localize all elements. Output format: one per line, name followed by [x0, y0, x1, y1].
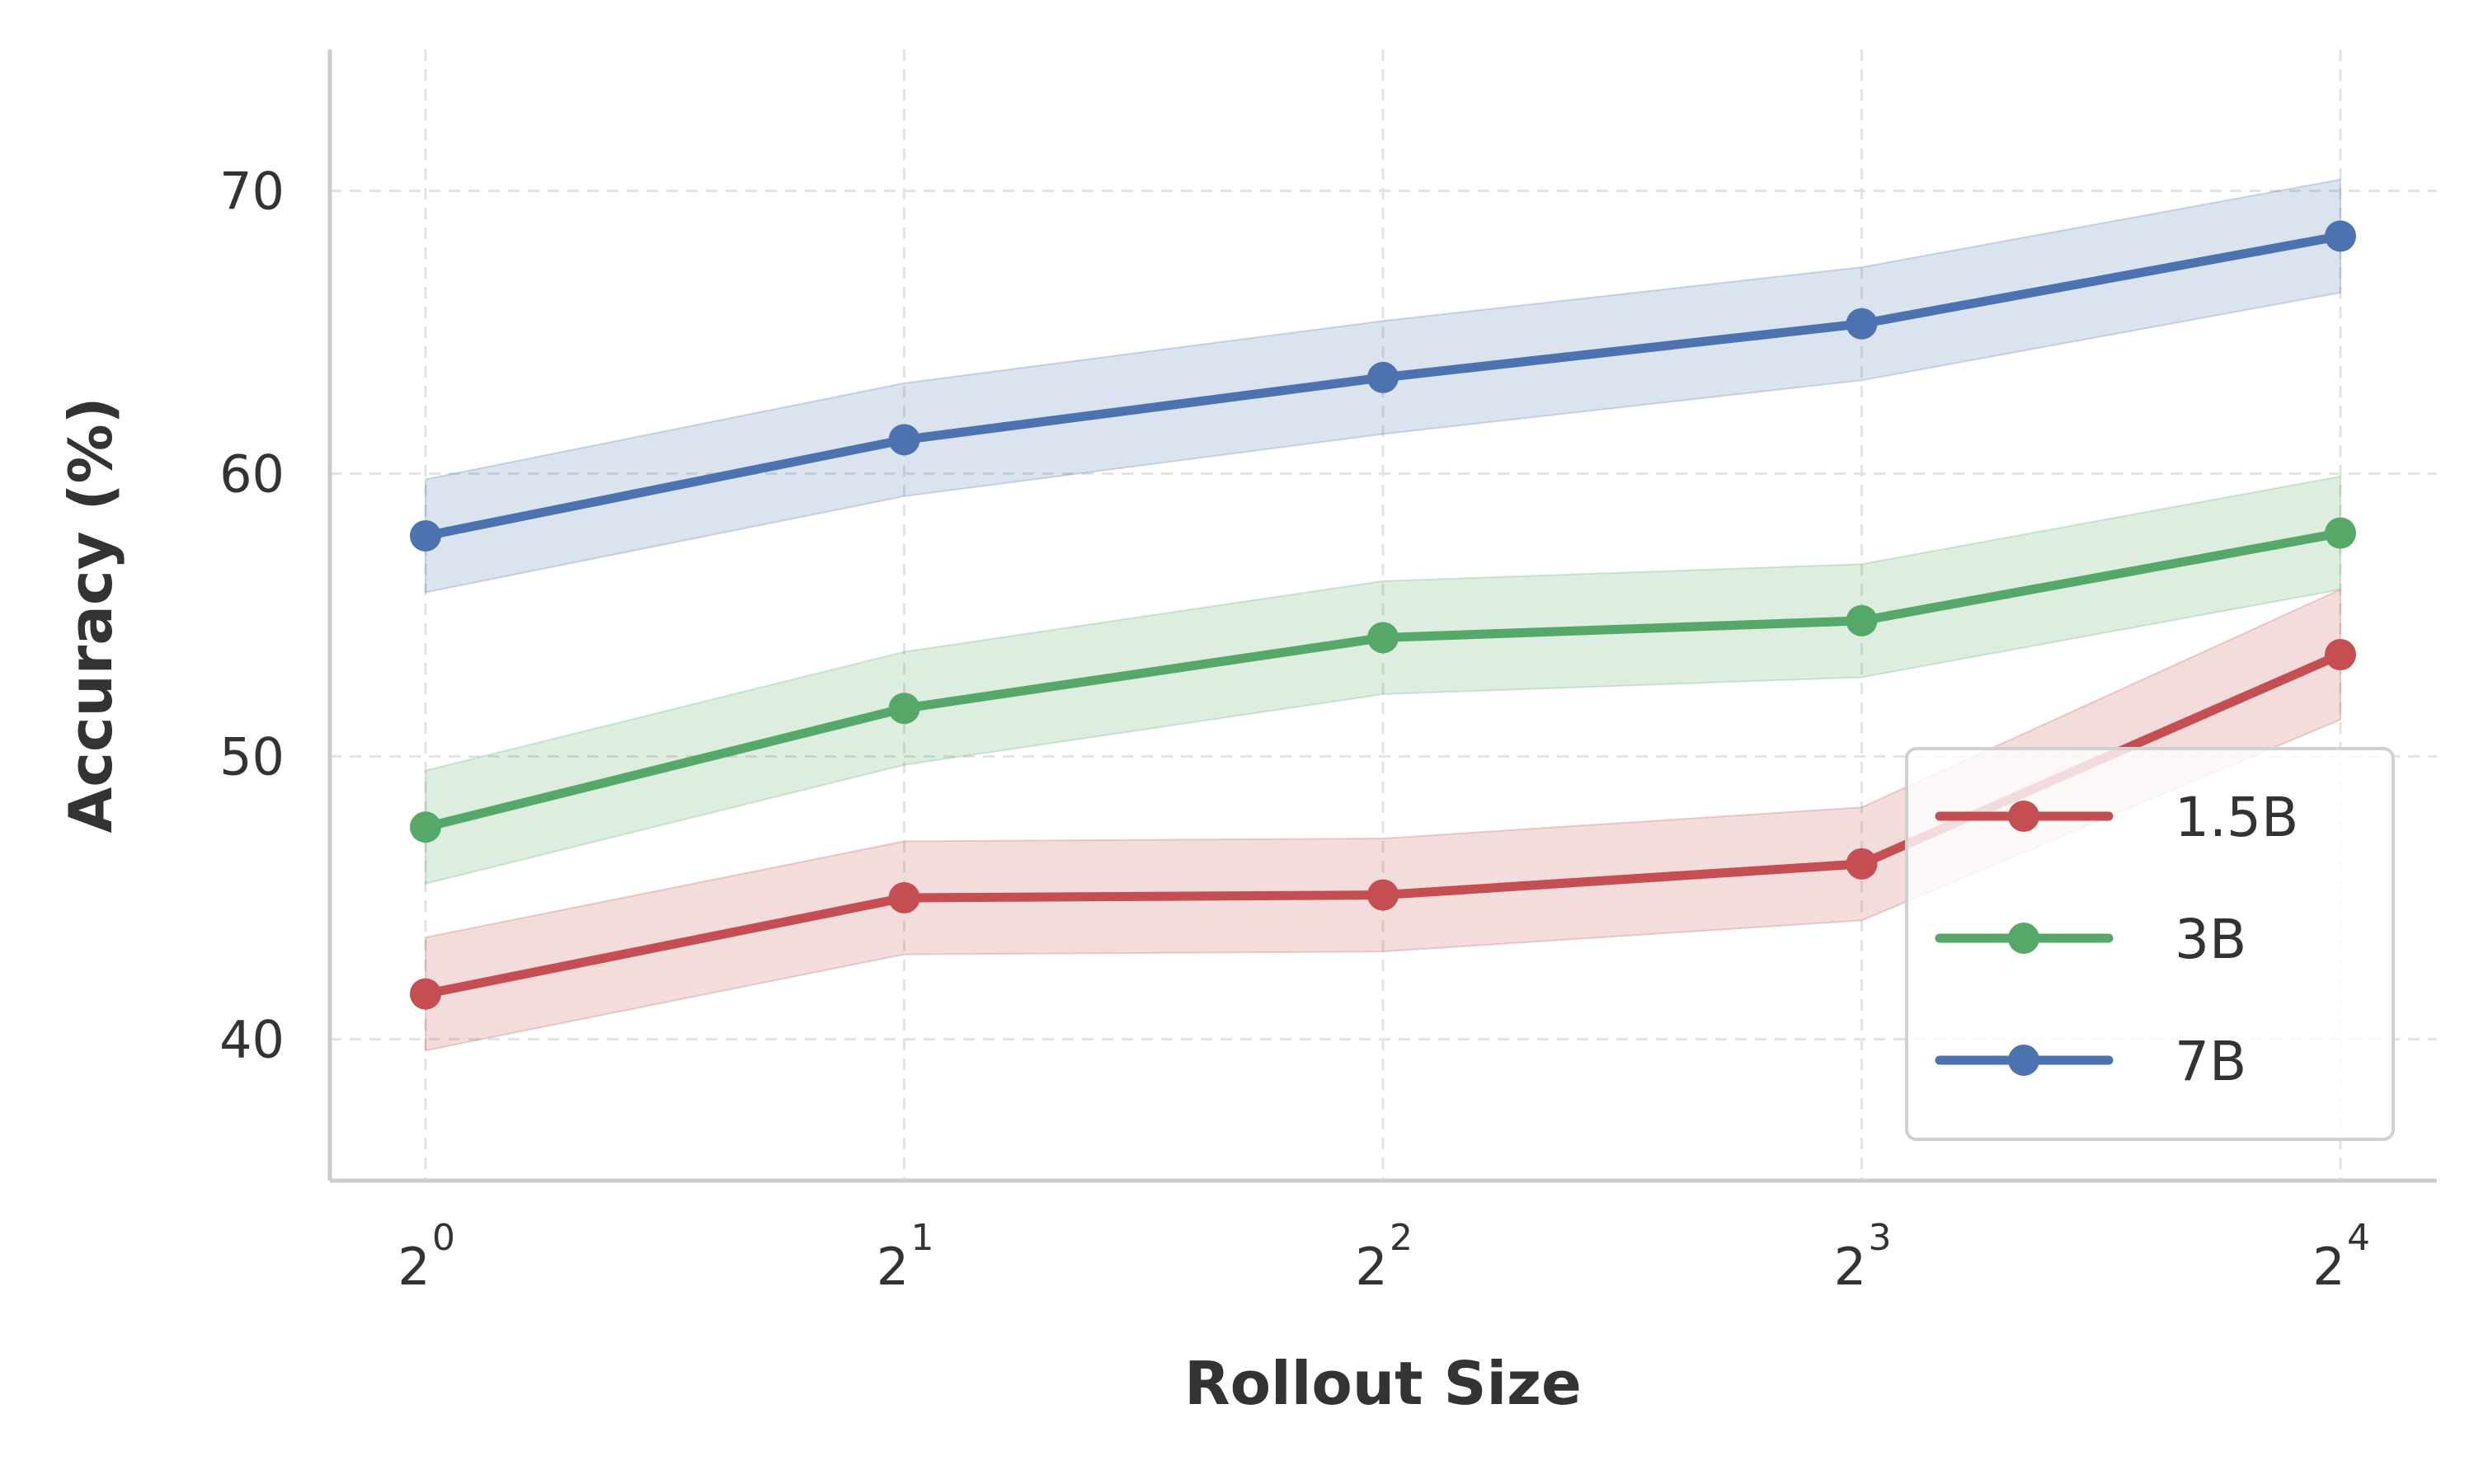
point-1.5B-4: [2325, 639, 2356, 671]
point-7B-3: [1846, 308, 1878, 340]
point-3B-4: [2325, 517, 2356, 549]
point-7B-2: [1367, 361, 1399, 393]
point-1.5B-1: [888, 882, 920, 913]
legend-marker: [2008, 1045, 2039, 1076]
legend-item-1.5B: 1.5B: [1935, 786, 2298, 849]
y-tick-label-50: 50: [219, 727, 285, 787]
point-7B-1: [888, 424, 920, 456]
point-1.5B-2: [1367, 879, 1399, 911]
x-axis-title: Rollout Size: [1184, 1349, 1582, 1418]
point-7B-0: [410, 519, 441, 552]
x-tick-base: 2: [2312, 1237, 2345, 1297]
band-1.5B: [425, 588, 2341, 1052]
point-3B-1: [888, 693, 920, 725]
y-tick-label-60: 60: [219, 444, 285, 505]
legend-label: 1.5B: [2175, 786, 2298, 849]
legend: 1.5B 3B 7B: [1905, 747, 2395, 1141]
point-1.5B-0: [410, 978, 441, 1010]
x-tick-exponent: 4: [2347, 1217, 2370, 1259]
x-tick-base: 2: [1355, 1237, 1387, 1297]
x-tick-exponent: 2: [1390, 1217, 1413, 1259]
y-tick-label-70: 70: [219, 162, 285, 222]
point-7B-4: [2325, 220, 2356, 252]
y-tick-label-40: 40: [219, 1010, 285, 1070]
point-1.5B-3: [1846, 848, 1878, 880]
legend-label: 7B: [2175, 1030, 2246, 1093]
x-tick-exponent: 3: [1869, 1217, 1892, 1259]
legend-marker: [2008, 923, 2039, 954]
y-axis-title: Accuracy (%): [56, 397, 125, 833]
point-3B-0: [410, 811, 441, 843]
legend-item-7B: 7B: [1935, 1030, 2246, 1093]
band-3B: [425, 475, 2341, 885]
legend-marker: [2008, 801, 2039, 832]
x-tick-base: 2: [1834, 1237, 1866, 1297]
x-tick-exponent: 0: [432, 1217, 455, 1259]
point-3B-2: [1367, 622, 1399, 654]
point-3B-3: [1846, 604, 1878, 636]
legend-box: [1905, 747, 2395, 1141]
legend-item-3B: 3B: [1935, 908, 2246, 971]
x-tick-base: 2: [877, 1237, 909, 1297]
x-tick-base: 2: [397, 1237, 430, 1297]
axes: [327, 49, 2437, 1183]
x-tick-exponent: 1: [911, 1217, 934, 1259]
legend-label: 3B: [2175, 908, 2246, 971]
series-points: [410, 220, 2356, 1010]
